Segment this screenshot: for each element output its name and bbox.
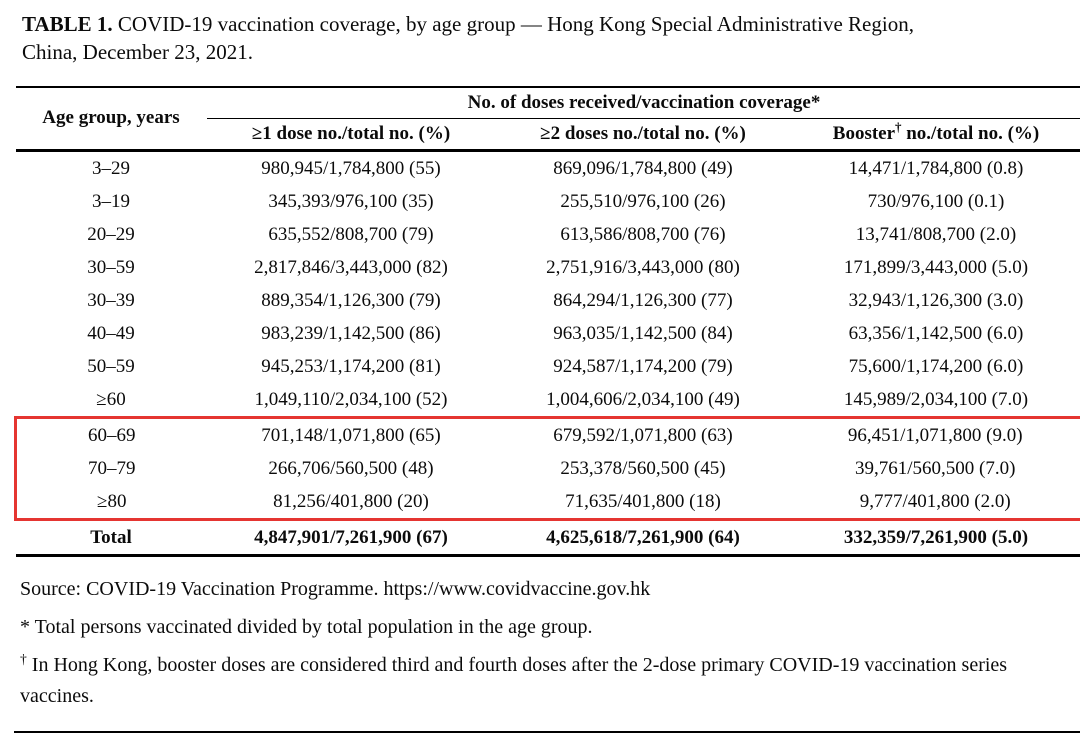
dose2-cell: 4,625,618/7,261,900 (64) xyxy=(496,519,791,555)
booster-cell: 32,943/1,126,300 (3.0) xyxy=(791,284,1080,317)
dose2-cell: 253,378/560,500 (45) xyxy=(496,452,791,485)
age-group-cell: 70–79 xyxy=(16,452,207,485)
dose1-cell: 889,354/1,126,300 (79) xyxy=(207,284,496,317)
dose2-cell: 71,635/401,800 (18) xyxy=(496,485,791,520)
table-caption-line2: China, December 23, 2021. xyxy=(22,40,253,64)
table-body: 3–29 980,945/1,784,800 (55) 869,096/1,78… xyxy=(16,150,1080,555)
dose1-column-header: ≥1 dose no./total no. (%) xyxy=(207,118,496,150)
booster-cell: 145,989/2,034,100 (7.0) xyxy=(791,383,1080,418)
table-row: 50–59 945,253/1,174,200 (81) 924,587/1,1… xyxy=(16,350,1080,383)
dose2-cell: 864,294/1,126,300 (77) xyxy=(496,284,791,317)
table-row: 70–79 266,706/560,500 (48) 253,378/560,5… xyxy=(16,452,1080,485)
dose2-cell: 679,592/1,071,800 (63) xyxy=(496,417,791,452)
age-group-cell: 3–19 xyxy=(16,185,207,218)
age-group-cell: 30–59 xyxy=(16,251,207,284)
table-row: 30–39 889,354/1,126,300 (79) 864,294/1,1… xyxy=(16,284,1080,317)
age-group-cell: 30–39 xyxy=(16,284,207,317)
table-caption-line1: COVID-19 vaccination coverage, by age gr… xyxy=(118,12,914,36)
dose1-cell: 980,945/1,784,800 (55) xyxy=(207,150,496,185)
table-row: 40–49 983,239/1,142,500 (86) 963,035/1,1… xyxy=(16,317,1080,350)
booster-cell: 39,761/560,500 (7.0) xyxy=(791,452,1080,485)
dose2-cell: 255,510/976,100 (26) xyxy=(496,185,791,218)
dagger-note: † In Hong Kong, booster doses are consid… xyxy=(20,650,1068,712)
dagger-symbol: † xyxy=(20,651,27,666)
booster-cell: 9,777/401,800 (2.0) xyxy=(791,485,1080,520)
table-container: Age group, years No. of doses received/v… xyxy=(14,86,1080,557)
dose2-cell: 924,587/1,174,200 (79) xyxy=(496,350,791,383)
age-group-cell: 60–69 xyxy=(16,417,207,452)
dose1-cell: 4,847,901/7,261,900 (67) xyxy=(207,519,496,555)
table-row: ≥80 81,256/401,800 (20) 71,635/401,800 (… xyxy=(16,485,1080,520)
dose1-cell: 2,817,846/3,443,000 (82) xyxy=(207,251,496,284)
dose1-cell: 635,552/808,700 (79) xyxy=(207,218,496,251)
dose2-cell: 1,004,606/2,034,100 (49) xyxy=(496,383,791,418)
table-footnotes: Source: COVID-19 Vaccination Programme. … xyxy=(14,565,1080,733)
dose1-cell: 945,253/1,174,200 (81) xyxy=(207,350,496,383)
dose2-cell: 869,096/1,784,800 (49) xyxy=(496,150,791,185)
table-row: 30–59 2,817,846/3,443,000 (82) 2,751,916… xyxy=(16,251,1080,284)
age-group-cell: 40–49 xyxy=(16,317,207,350)
table-row: Total 4,847,901/7,261,900 (67) 4,625,618… xyxy=(16,519,1080,555)
dose1-cell: 1,049,110/2,034,100 (52) xyxy=(207,383,496,418)
booster-cell: 75,600/1,174,200 (6.0) xyxy=(791,350,1080,383)
asterisk-note: * Total persons vaccinated divided by to… xyxy=(20,612,1068,643)
age-group-cell: 20–29 xyxy=(16,218,207,251)
dose2-cell: 613,586/808,700 (76) xyxy=(496,218,791,251)
booster-cell: 13,741/808,700 (2.0) xyxy=(791,218,1080,251)
booster-cell: 171,899/3,443,000 (5.0) xyxy=(791,251,1080,284)
table-row: 3–19 345,393/976,100 (35) 255,510/976,10… xyxy=(16,185,1080,218)
document-page: TABLE 1. COVID-19 vaccination coverage, … xyxy=(0,11,1080,733)
table-caption: TABLE 1. COVID-19 vaccination coverage, … xyxy=(22,11,1066,67)
table-caption-label: TABLE 1. xyxy=(22,12,113,36)
table-header: Age group, years No. of doses received/v… xyxy=(16,87,1080,151)
table-row: 3–29 980,945/1,784,800 (55) 869,096/1,78… xyxy=(16,150,1080,185)
table-row: ≥60 1,049,110/2,034,100 (52) 1,004,606/2… xyxy=(16,383,1080,418)
age-group-column-header: Age group, years xyxy=(16,87,207,151)
dose1-cell: 701,148/1,071,800 (65) xyxy=(207,417,496,452)
booster-column-header: Booster† no./total no. (%) xyxy=(791,118,1080,150)
vaccination-coverage-table: Age group, years No. of doses received/v… xyxy=(14,86,1080,557)
source-note: Source: COVID-19 Vaccination Programme. … xyxy=(20,574,1068,605)
age-group-cell: 3–29 xyxy=(16,150,207,185)
table-row: 60–69 701,148/1,071,800 (65) 679,592/1,0… xyxy=(16,417,1080,452)
dose2-cell: 2,751,916/3,443,000 (80) xyxy=(496,251,791,284)
age-group-cell: ≥80 xyxy=(16,485,207,520)
header-row-span: Age group, years No. of doses received/v… xyxy=(16,87,1080,119)
booster-cell: 332,359/7,261,900 (5.0) xyxy=(791,519,1080,555)
booster-header-text-rest: no./total no. (%) xyxy=(901,123,1039,144)
age-group-cell: ≥60 xyxy=(16,383,207,418)
dose1-cell: 345,393/976,100 (35) xyxy=(207,185,496,218)
dose2-column-header: ≥2 doses no./total no. (%) xyxy=(496,118,791,150)
dose2-cell: 963,035/1,142,500 (84) xyxy=(496,317,791,350)
booster-cell: 14,471/1,784,800 (0.8) xyxy=(791,150,1080,185)
booster-header-text: Booster xyxy=(833,123,895,144)
booster-cell: 730/976,100 (0.1) xyxy=(791,185,1080,218)
dose1-cell: 266,706/560,500 (48) xyxy=(207,452,496,485)
dagger-note-text: In Hong Kong, booster doses are consider… xyxy=(20,654,1007,707)
dose1-cell: 81,256/401,800 (20) xyxy=(207,485,496,520)
booster-cell: 96,451/1,071,800 (9.0) xyxy=(791,417,1080,452)
dose1-cell: 983,239/1,142,500 (86) xyxy=(207,317,496,350)
doses-span-header: No. of doses received/vaccination covera… xyxy=(207,87,1080,119)
age-group-cell: 50–59 xyxy=(16,350,207,383)
table-row: 20–29 635,552/808,700 (79) 613,586/808,7… xyxy=(16,218,1080,251)
booster-cell: 63,356/1,142,500 (6.0) xyxy=(791,317,1080,350)
age-group-cell: Total xyxy=(16,519,207,555)
